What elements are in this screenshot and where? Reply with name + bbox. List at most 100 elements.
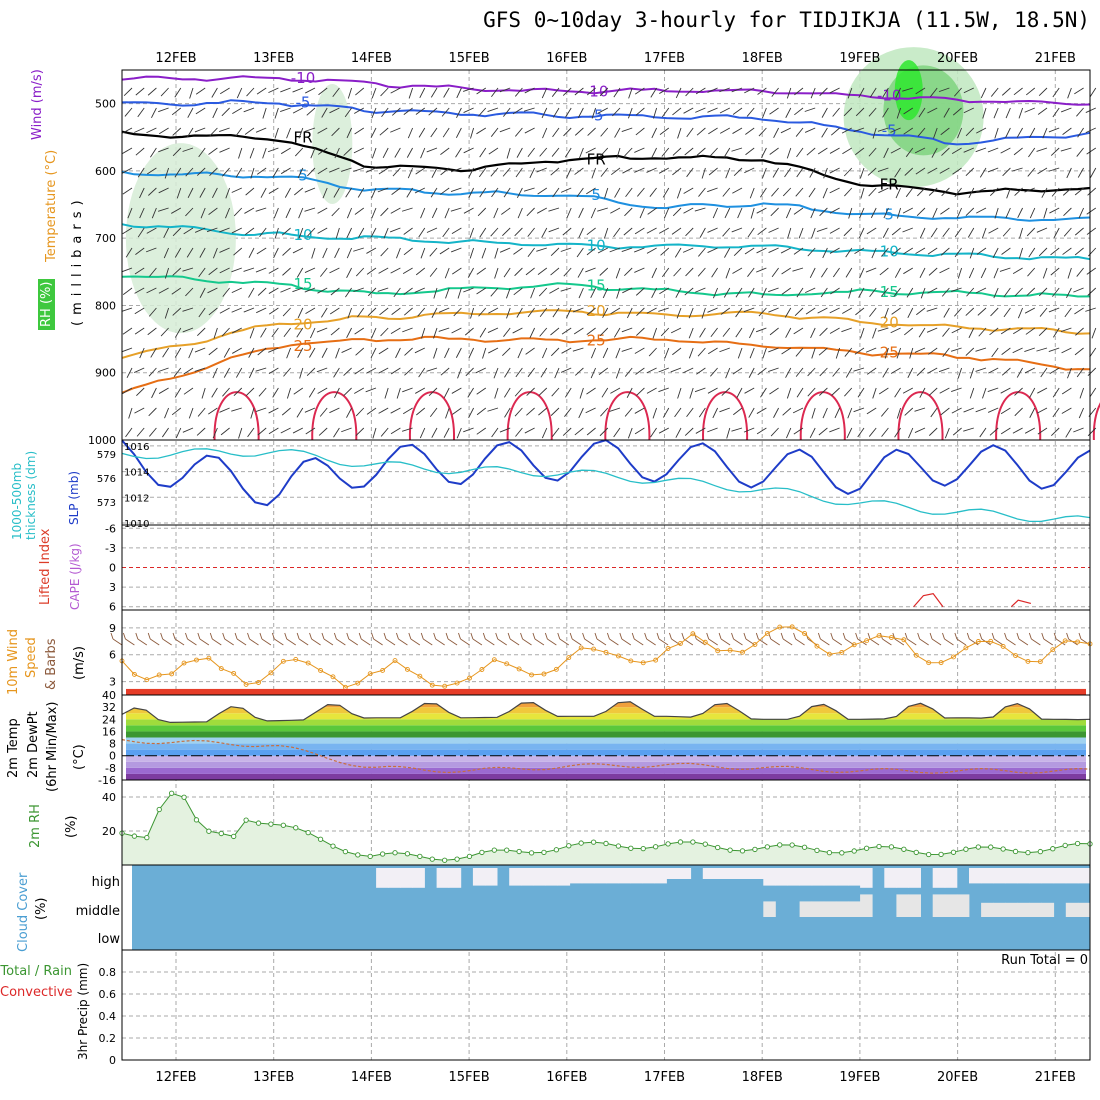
upper-wind-barb	[737, 207, 743, 219]
upper-wind-barb	[456, 427, 462, 439]
upper-wind-barb	[370, 127, 377, 139]
wind10m-barb	[259, 632, 263, 640]
upper-wind-barb	[134, 327, 145, 335]
upper-wind-barb	[127, 207, 133, 219]
upper-wind-barb	[785, 367, 792, 378]
upper-wind-barb	[822, 407, 828, 419]
upper-wind-barb	[1000, 327, 1011, 335]
upper-wind-barb	[345, 287, 352, 298]
upper-wind-barb	[283, 367, 291, 377]
wind10m-barb	[224, 638, 234, 646]
cape-label: CAPE (J/kg)	[68, 543, 82, 610]
wind10m-point	[690, 631, 696, 637]
upper-wind-barb	[915, 247, 926, 254]
upper-wind-barb	[866, 367, 877, 375]
upper-wind-barb	[573, 327, 584, 335]
upper-wind-barb	[859, 167, 865, 179]
upper-wind-barb	[200, 207, 206, 219]
cloud-high-cell	[811, 868, 825, 886]
upper-wind-barb	[514, 387, 523, 397]
upper-wind-barb	[878, 387, 889, 395]
upper-wind-barb	[867, 167, 877, 176]
upper-wind-barb	[469, 247, 475, 259]
upper-wind-barb	[891, 227, 901, 236]
upper-wind-barb	[784, 167, 792, 178]
upper-wind-barb	[420, 207, 426, 219]
wind10m-speed-label: Speed	[24, 637, 39, 678]
wind10m-barb	[236, 638, 247, 646]
upper-wind-barb	[615, 347, 621, 359]
upper-wind-barb	[126, 367, 133, 379]
upper-wind-barb	[476, 427, 487, 435]
upper-wind-barb	[189, 87, 194, 99]
upper-wind-barb	[403, 307, 413, 316]
upper-wind-barb	[490, 127, 499, 137]
upper-wind-barb	[894, 167, 901, 178]
rh2m-point	[541, 849, 547, 856]
temp-band	[126, 713, 1086, 720]
upper-wind-barb	[707, 107, 718, 113]
upper-wind-barb	[634, 87, 645, 95]
upper-wind-barb	[367, 287, 377, 297]
upper-wind-barb	[121, 347, 133, 353]
upper-wind-barb	[1064, 307, 1072, 318]
wind10m-point	[194, 657, 199, 663]
cloud-high-cell	[618, 868, 631, 884]
upper-wind-barb	[1013, 87, 1023, 96]
upper-wind-barb	[479, 327, 487, 338]
upper-wind-barb	[793, 247, 804, 255]
rh2m-point	[255, 820, 262, 826]
upper-wind-barb	[732, 367, 743, 375]
upper-wind-barb	[981, 227, 987, 239]
upper-wind-barb	[831, 387, 840, 396]
upper-wind-barb	[317, 387, 328, 394]
upper-wind-barb	[686, 167, 694, 178]
wind10m-barb	[396, 632, 399, 640]
upper-wind-barb	[989, 187, 999, 196]
wind10m-barb	[162, 638, 172, 646]
upper-wind-barb	[903, 267, 914, 275]
upper-wind-barb	[757, 87, 767, 95]
upper-wind-barb	[444, 347, 450, 359]
upper-wind-barb	[896, 107, 902, 119]
upper-wind-barb	[647, 207, 657, 215]
upper-wind-barb	[463, 87, 474, 92]
cloud-high-cell	[400, 868, 413, 888]
upper-wind-barb	[334, 387, 340, 399]
wind10m-barb	[942, 632, 945, 640]
rh2m-point	[628, 845, 634, 851]
upper-wind-barb	[219, 247, 230, 253]
upper-wind-barb	[917, 127, 926, 137]
upper-wind-barb	[476, 87, 487, 95]
upper-wind-barb	[613, 227, 621, 238]
rh2m-point	[156, 806, 162, 813]
upper-wind-barb	[950, 347, 962, 352]
upper-wind-barb	[499, 87, 511, 93]
wind10m-point	[243, 681, 249, 687]
upper-wind-barb	[823, 167, 828, 179]
upper-wind-barb	[969, 367, 975, 379]
upper-wind-barb	[723, 287, 731, 298]
upper-wind-barb	[476, 387, 487, 395]
upper-wind-barb	[615, 267, 621, 279]
upper-wind-barb	[420, 147, 426, 159]
upper-wind-barb	[479, 227, 487, 238]
date-label-bottom: 15FEB	[449, 1070, 490, 1085]
upper-wind-barb	[928, 347, 938, 355]
upper-wind-barb	[182, 327, 194, 333]
upper-wind-barb	[810, 207, 816, 219]
upper-wind-barb	[524, 87, 535, 94]
upper-wind-barb	[855, 147, 865, 156]
wind10m-point	[752, 642, 758, 647]
upper-wind-barb	[586, 227, 596, 236]
rh2m-point	[814, 847, 820, 853]
wind10m-barb	[820, 638, 830, 646]
upper-wind-barb	[820, 287, 828, 298]
upper-wind-barb	[648, 347, 657, 357]
upper-wind-barb	[390, 367, 401, 375]
wind10m-barb	[137, 638, 148, 646]
temp-band	[126, 755, 1086, 762]
upper-wind-barb	[930, 227, 938, 238]
wind10m-barb	[782, 638, 793, 646]
